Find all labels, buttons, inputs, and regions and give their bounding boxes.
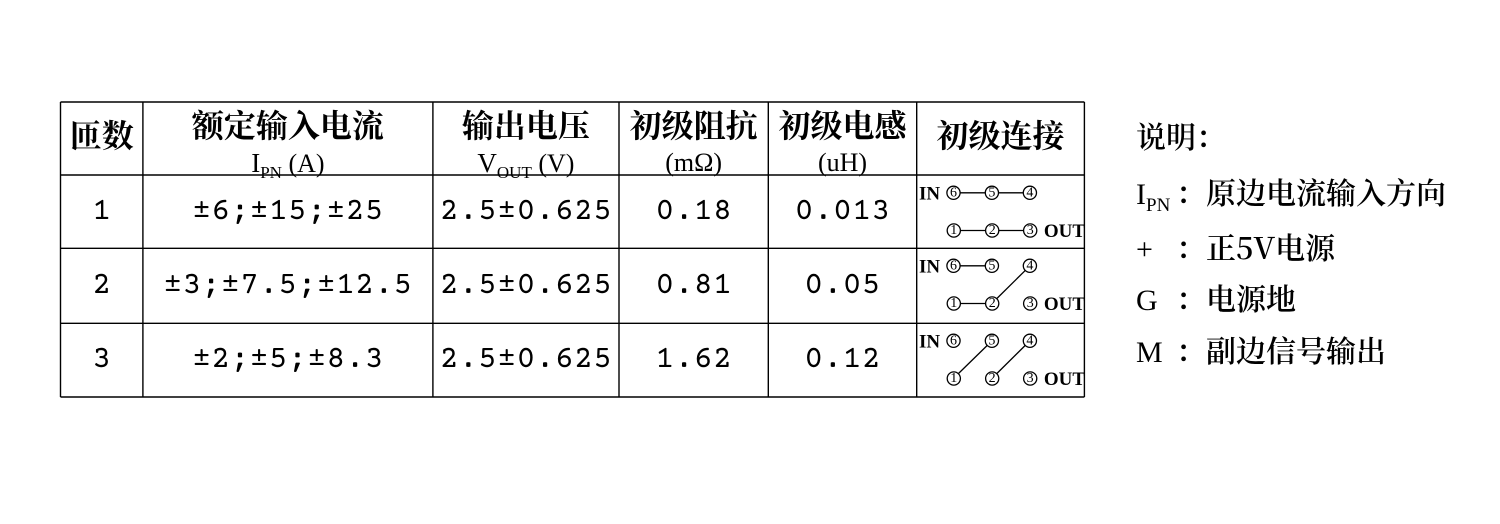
- svg-text:IN: IN: [919, 183, 940, 204]
- svg-text:3: 3: [1026, 371, 1033, 386]
- svg-text:2: 2: [988, 223, 995, 238]
- svg-text:OUT: OUT: [1044, 369, 1085, 390]
- svg-text:6: 6: [950, 334, 957, 349]
- svg-text:OUT: OUT: [1044, 221, 1085, 242]
- svg-text:4: 4: [1026, 185, 1033, 200]
- svg-text:IN: IN: [919, 332, 940, 353]
- svg-text:3: 3: [1026, 296, 1033, 311]
- svg-text:5: 5: [988, 334, 995, 349]
- svg-text:IN: IN: [919, 257, 940, 278]
- svg-text:1: 1: [950, 296, 957, 311]
- svg-text:4: 4: [1026, 259, 1033, 274]
- svg-text:OUT: OUT: [1044, 294, 1085, 315]
- svg-text:2: 2: [988, 296, 995, 311]
- svg-text:4: 4: [1026, 334, 1033, 349]
- svg-text:2: 2: [988, 371, 995, 386]
- svg-text:5: 5: [988, 259, 995, 274]
- svg-text:6: 6: [950, 185, 957, 200]
- svg-text:1: 1: [950, 223, 957, 238]
- svg-text:6: 6: [950, 259, 957, 274]
- svg-text:3: 3: [1026, 223, 1033, 238]
- svg-text:5: 5: [988, 185, 995, 200]
- svg-text:1: 1: [950, 371, 957, 386]
